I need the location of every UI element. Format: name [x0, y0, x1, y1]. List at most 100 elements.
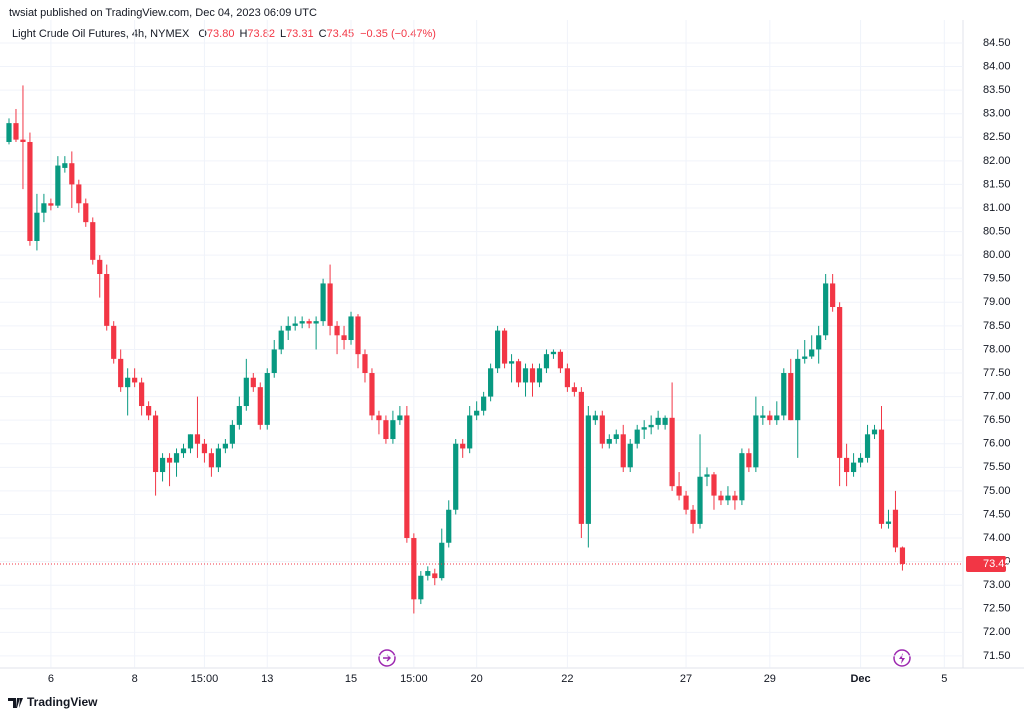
y-tick-label: 76.00 [983, 438, 1011, 450]
y-tick-label: 75.50 [983, 461, 1011, 473]
candle-body [495, 330, 501, 369]
candle-body [341, 335, 347, 341]
candle-body [139, 382, 145, 407]
candle-body [571, 387, 577, 392]
candle-body [669, 417, 675, 487]
candle-body [13, 123, 19, 140]
x-tick-label: Dec [850, 673, 870, 685]
y-tick-label: 84.00 [983, 60, 1011, 72]
ohlc: O73.80 H73.82 L73.31 C73.45 −0.35 (−0.47%) [198, 28, 436, 40]
x-tick-label: 6 [48, 673, 54, 685]
ohlc-value: 73.80 [207, 28, 235, 40]
candle-body [564, 368, 570, 388]
y-tick-label: 82.00 [983, 155, 1011, 167]
candle-body [613, 434, 619, 440]
ohlc-key: H [239, 28, 247, 40]
candle-body [578, 391, 584, 524]
candle-body [125, 377, 131, 388]
y-tick-label: 81.00 [983, 202, 1011, 214]
candle-body [446, 509, 452, 543]
candle-body [781, 373, 787, 416]
candle-body [795, 358, 801, 421]
y-tick-label: 72.50 [983, 603, 1011, 615]
candle-body [676, 486, 682, 496]
candle-body [229, 424, 235, 444]
candle-body [850, 462, 857, 473]
y-tick-label: 80.50 [983, 225, 1011, 237]
candle-body [418, 575, 424, 600]
y-tick-label: 74.50 [983, 508, 1011, 520]
y-tick-label: 80.00 [983, 249, 1011, 261]
candle-body [334, 325, 340, 336]
x-tick-label: 20 [471, 673, 483, 685]
candle-body [34, 212, 40, 242]
y-tick-label: 84.50 [983, 37, 1011, 49]
candle-body [557, 351, 564, 369]
candle-body [187, 434, 194, 449]
candle-body [76, 184, 82, 204]
candle-body [508, 361, 515, 364]
x-tick-label: 15:00 [400, 673, 428, 685]
y-tick-label: 82.50 [983, 131, 1011, 143]
candle-body [111, 325, 117, 359]
candle-body [529, 368, 536, 383]
chart-title: Light Crude Oil Futures, 4h, NYMEX [12, 28, 190, 40]
x-tick-label: 8 [132, 673, 138, 685]
candle-body [864, 434, 871, 458]
x-tick-label: 5 [941, 673, 947, 685]
candle-body [823, 283, 829, 336]
candle-body [425, 571, 431, 576]
legend-line: Light Crude Oil Futures, 4h, NYMEX O73.8… [12, 28, 436, 40]
candle-body [592, 415, 598, 421]
candle-body [704, 474, 710, 477]
candle-body [599, 415, 605, 444]
candle-body [585, 415, 591, 524]
candle-body [648, 424, 654, 428]
candle-body [306, 321, 312, 324]
candle-body [439, 542, 445, 579]
candle-body [837, 307, 843, 458]
candle-body [488, 368, 494, 397]
candle-body [620, 434, 626, 468]
candle-body [90, 222, 96, 260]
candle-body [641, 427, 647, 430]
candle-body [802, 356, 808, 359]
candle-body [844, 457, 850, 473]
x-tick-label: 15:00 [191, 673, 219, 685]
candle-body [885, 521, 892, 524]
y-tick-label: 72.00 [983, 626, 1011, 638]
y-tick-label: 78.00 [983, 343, 1011, 355]
candle-body [180, 448, 187, 454]
ohlc-key: L [280, 28, 286, 40]
candle-body [878, 429, 885, 524]
candle-body [271, 349, 277, 374]
y-tick-label: 83.00 [983, 108, 1011, 120]
ohlc-key: C [319, 28, 327, 40]
y-tick-label: 75.00 [983, 485, 1011, 497]
candle-body [257, 387, 263, 425]
y-tick-label: 77.50 [983, 367, 1011, 379]
brand-logo: TradingView [8, 695, 98, 709]
candle-body [20, 139, 26, 142]
candle-body [376, 415, 382, 421]
y-tick-label: 79.00 [983, 296, 1011, 308]
event-icon[interactable] [378, 649, 396, 667]
candle-body [41, 203, 47, 213]
candle-body [166, 457, 173, 463]
candle-body [892, 509, 899, 548]
y-tick-label: 83.50 [983, 84, 1011, 96]
candle-body [739, 453, 745, 501]
change: −0.35 (−0.47%) [360, 28, 436, 40]
candle-body [453, 443, 459, 510]
candle-body [327, 283, 333, 326]
candles [6, 85, 906, 614]
y-tick-label: 73.00 [983, 579, 1011, 591]
candle-body [683, 495, 689, 510]
candle-body [250, 377, 256, 388]
ohlc-key: O [198, 28, 207, 40]
y-tick-label: 78.50 [983, 320, 1011, 332]
x-tick-label: 13 [261, 673, 273, 685]
event-icon[interactable] [893, 649, 911, 667]
candle-body [816, 335, 822, 350]
